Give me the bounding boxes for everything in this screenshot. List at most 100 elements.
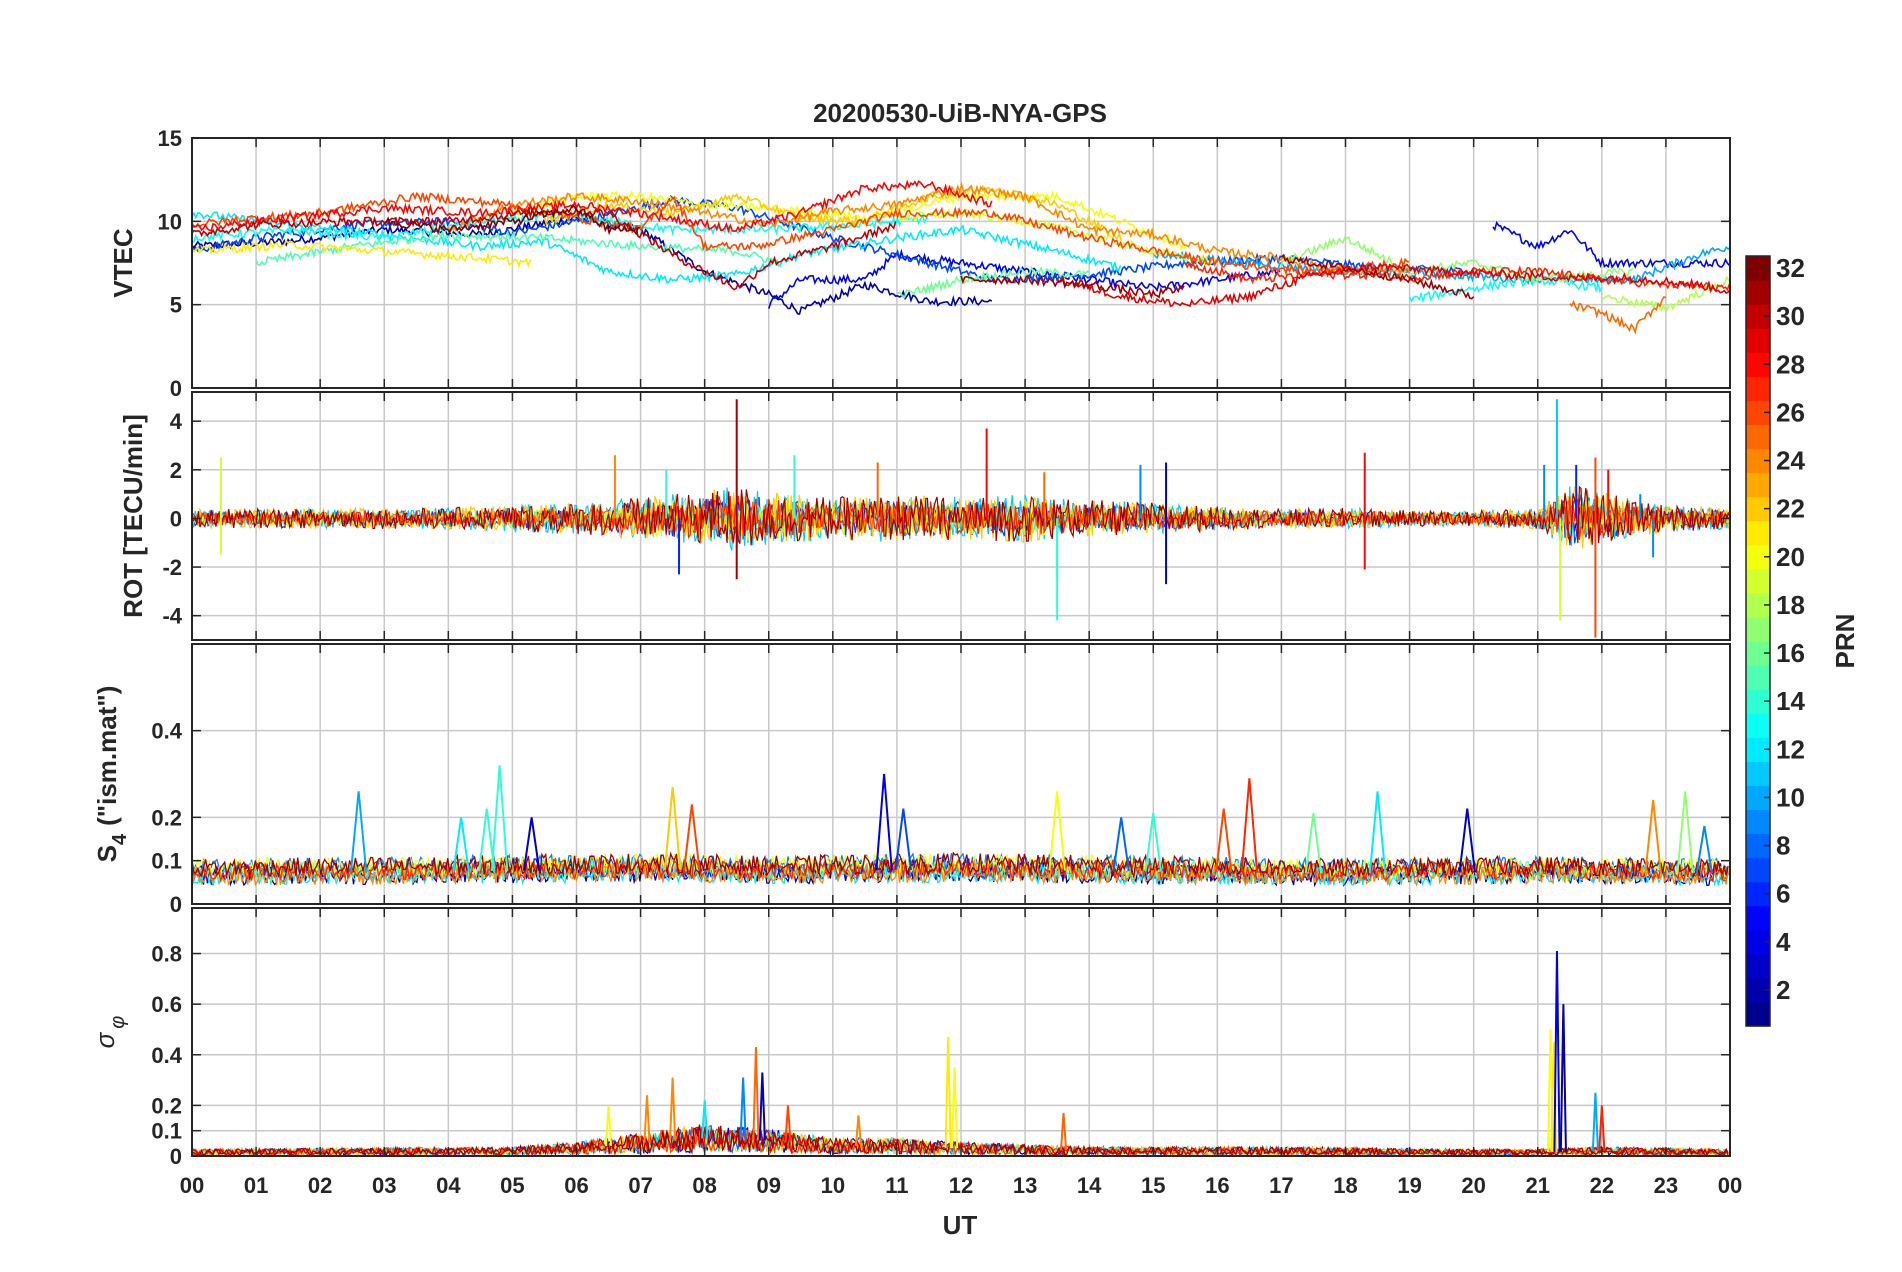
vtec-series-prn-31 — [1280, 253, 1475, 300]
s4-spike-16 — [1458, 808, 1476, 873]
sigma-spike-4 — [739, 1077, 747, 1140]
x-tick-label: 03 — [372, 1173, 396, 1198]
sigma-spike-14 — [1553, 951, 1561, 1152]
x-tick-label: 14 — [1077, 1173, 1102, 1198]
vtec-series-prn-24 — [447, 181, 1411, 278]
rot-ytick-label: -2 — [162, 555, 182, 580]
x-tick-label: 08 — [692, 1173, 716, 1198]
panel-rot-axis: -4 -2 0 2 4 — [162, 392, 1731, 640]
x-tick-label: 10 — [821, 1173, 845, 1198]
panel-sigma-ylabel-sub: φ — [107, 1016, 129, 1029]
panel-s4-ylabel-sub: 4 — [109, 833, 131, 845]
rot-ytick-label: 0 — [170, 506, 182, 531]
panel-sigma-frame — [191, 907, 1731, 1157]
panel-vtec-grid — [191, 137, 1731, 389]
colorbar-band-15 — [1746, 665, 1770, 690]
vtec-series-prn-29 — [1056, 262, 1730, 308]
panel-vtec-frame — [191, 137, 1731, 389]
x-axis: 00 01 02 03 04 05 06 07 08 09 10 11 12 13 14 15 16 17 18 19… — [180, 1173, 1742, 1198]
x-tick-label: 17 — [1269, 1173, 1293, 1198]
vtec-series-prn-5 — [1492, 220, 1730, 270]
vtec-series-prn-28 — [192, 179, 993, 234]
rot-series-prn-31 — [192, 485, 1730, 546]
vtec-series-prn-12 — [192, 211, 1122, 284]
colorbar-label: PRN — [1830, 614, 1860, 669]
panel-s4-frame — [191, 643, 1731, 905]
s4-spike-19 — [1695, 825, 1714, 874]
colorbar-band-3 — [1746, 953, 1770, 979]
vtec-series-prn-17 — [1280, 236, 1634, 284]
sigma-ytick-label: 0 — [170, 1144, 182, 1169]
rot-ytick-label: 4 — [170, 409, 183, 434]
panel-rot-series — [192, 399, 1730, 638]
colorbar-band-17 — [1746, 616, 1770, 642]
colorbar-tick-label: 20 — [1776, 542, 1805, 572]
sigma-ytick-label: 0.8 — [151, 942, 182, 967]
s4-spike-18 — [1676, 791, 1694, 874]
sigma-spike-15 — [1559, 1004, 1567, 1152]
colorbar-band-11 — [1746, 761, 1770, 786]
rot-ytick-label: -4 — [162, 604, 182, 629]
sigma-ytick-label: 0.2 — [151, 1093, 182, 1118]
sigma-spike-10 — [951, 1067, 959, 1149]
vtec-ytick-label: 5 — [170, 293, 182, 318]
s4-spike-2 — [478, 808, 496, 872]
colorbar-tick-label: 14 — [1776, 686, 1805, 716]
colorbar-tick-label: 22 — [1776, 494, 1805, 524]
colorbar-band-13 — [1746, 713, 1770, 738]
colorbar-tick-label: 8 — [1776, 831, 1790, 861]
sigma-spike-5 — [752, 1047, 760, 1141]
x-tick-label: 02 — [308, 1173, 332, 1198]
panel-s4-axis: 0 0.1 0.2 0.4 — [151, 644, 1731, 917]
s4-spike-9 — [1048, 791, 1066, 871]
s4-ytick-label: 0.2 — [151, 805, 182, 830]
sigma-spike-7 — [784, 1105, 792, 1143]
x-tick-label: 15 — [1141, 1173, 1165, 1198]
sigma-spike-6 — [758, 1072, 766, 1141]
panel-s4: 0 0.1 0.2 0.4 S4 ("ism.mat") — [92, 643, 1731, 917]
colorbar-tick-label: 32 — [1776, 253, 1805, 283]
sigma-ytick-label: 0.1 — [151, 1119, 182, 1144]
colorbar-band-7 — [1746, 857, 1770, 883]
vtec-series-prn-31 — [960, 274, 1185, 300]
panel-s4-ylabel-main: S — [92, 845, 122, 862]
x-tick-label: 00 — [1718, 1173, 1742, 1198]
rot-ytick-label: 2 — [170, 458, 182, 483]
vtec-series-prn-32 — [383, 204, 641, 236]
colorbar-band-23 — [1746, 472, 1770, 498]
colorbar-bands — [1746, 256, 1770, 1027]
panel-s4-series — [192, 765, 1729, 888]
vtec-series-prn-26 — [192, 191, 1410, 277]
s4-series-prn-31 — [192, 851, 1729, 879]
colorbar-band-31 — [1746, 280, 1770, 305]
colorbar-frame — [1745, 255, 1771, 1027]
sigma-spike-2 — [669, 1077, 677, 1141]
s4-spike-14 — [1304, 812, 1323, 874]
vtec-ytick-label: 10 — [158, 209, 182, 234]
s4-spike-15 — [1368, 791, 1387, 874]
s4-spike-6 — [683, 804, 701, 871]
x-tick-label: 12 — [949, 1173, 973, 1198]
s4-ytick-label: 0 — [170, 892, 182, 917]
vtec-series-prn-27 — [1184, 260, 1730, 293]
colorbar-tick-label: 12 — [1776, 734, 1805, 764]
chart-title: 20200530-UiB-NYA-GPS — [813, 98, 1107, 128]
s4-spike-10 — [1112, 817, 1130, 872]
x-tick-label: 20 — [1461, 1173, 1485, 1198]
sigma-spike-11 — [1059, 1112, 1068, 1151]
colorbar-band-9 — [1746, 809, 1770, 835]
colorbar-tick-label: 30 — [1776, 301, 1805, 331]
vtec-series-prn-15 — [255, 229, 782, 268]
x-tick-label: 06 — [564, 1173, 588, 1198]
s4-spike-5 — [663, 786, 682, 870]
x-tick-label: 23 — [1654, 1173, 1678, 1198]
colorbar-band-29 — [1746, 328, 1770, 353]
s4-spike-1 — [452, 817, 470, 872]
sigma-spike-17 — [1598, 1105, 1606, 1151]
x-tick-label: 07 — [628, 1173, 652, 1198]
colorbar-tick-label: 6 — [1776, 879, 1790, 909]
x-tick-label: 01 — [244, 1173, 268, 1198]
